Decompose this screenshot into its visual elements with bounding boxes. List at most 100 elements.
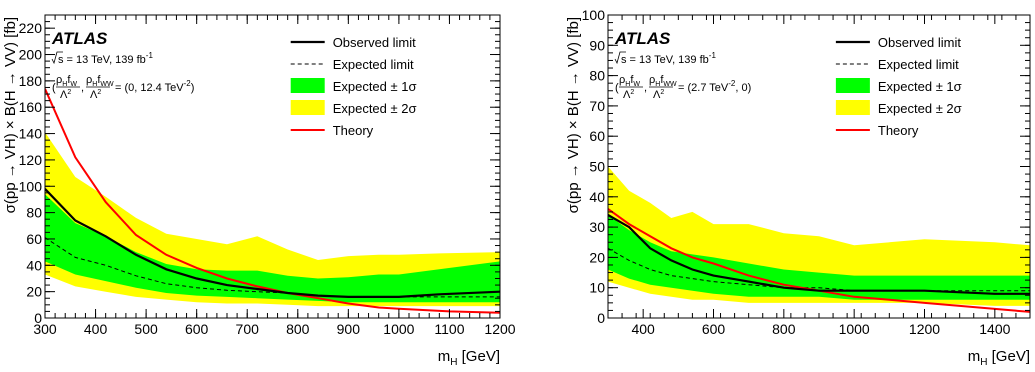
x-tick-label: 600	[185, 321, 209, 337]
fraction-denominator: Λ2	[623, 89, 634, 101]
x-axis-label-main: m	[968, 348, 981, 365]
paren-open: (	[52, 82, 56, 94]
y-tick-label: 20	[26, 284, 42, 300]
y-tick-label: 60	[26, 231, 42, 247]
coupling-close: )	[191, 82, 195, 94]
lambda-sup: 2	[630, 89, 634, 96]
legend-label-theory: Theory	[878, 123, 919, 138]
rho-sub: H	[92, 81, 97, 88]
plot-area	[45, 88, 500, 314]
y-tick-label: 0	[34, 310, 42, 326]
f-coef: f	[67, 74, 71, 86]
paren-open: (	[615, 82, 619, 94]
x-tick-label: 1000	[839, 321, 870, 337]
coupling-close: , 0)	[735, 82, 751, 94]
legend-label-expected: Expected limit	[333, 57, 414, 72]
energy-main: s = 13 TeV, 139 fb	[58, 54, 146, 66]
fraction-denominator: Λ2	[60, 89, 71, 101]
rho: ρ	[649, 74, 655, 86]
y-tick-label: 70	[589, 98, 605, 114]
y-tick-label: 50	[589, 159, 605, 175]
x-axis-label-sub: H	[980, 357, 987, 367]
x-tick-label: 300	[33, 321, 57, 337]
fraction-numerator: ρHfW	[619, 74, 640, 88]
y-tick-label: 180	[19, 73, 43, 89]
y-tick-label: 80	[589, 68, 605, 84]
panel-left: 300 400 500 600 700 800 900 1000 1100 1200 0 20 40 60…	[2, 14, 516, 368]
f-sub: WW	[663, 81, 677, 88]
y-tick-label: 40	[26, 257, 42, 273]
lambda: Λ	[90, 89, 98, 101]
x-axis-label: mH [GeV]	[968, 348, 1030, 367]
x-tick-label: 500	[134, 321, 158, 337]
coupling-value: = (2.7 TeV-2, 0)	[678, 79, 751, 94]
expected-1sigma-band	[45, 194, 500, 303]
legend-label-expected: Expected limit	[878, 57, 959, 72]
f-coef: f	[630, 74, 634, 86]
legend-label-theory: Theory	[333, 123, 374, 138]
y-tick-label: 40	[589, 189, 605, 205]
energy-text: s = 13 TeV, 139 fb-1	[621, 51, 716, 66]
legend-2sigma-swatch	[290, 100, 325, 115]
x-axis-label-main: m	[438, 348, 451, 365]
rho-sub: H	[62, 81, 67, 88]
rho: ρ	[86, 74, 92, 86]
coupling-sup: -2	[728, 79, 736, 88]
y-tick-label: 10	[589, 280, 605, 296]
legend-1sigma-swatch	[290, 78, 325, 93]
theory-line	[45, 88, 500, 314]
legend-1sigma-swatch	[835, 78, 870, 93]
y-tick-label: 140	[19, 126, 43, 142]
x-tick-label: 1200	[484, 321, 515, 337]
fraction-numerator: ρHfW	[56, 74, 77, 88]
x-axis-label: mH [GeV]	[438, 348, 500, 367]
y-tick-label: 80	[26, 205, 42, 221]
x-axis-label-unit: [GeV]	[987, 348, 1030, 365]
rho-sub: H	[625, 81, 630, 88]
legend-label-observed: Observed limit	[333, 35, 416, 50]
atlas-label: ATLAS	[51, 29, 108, 48]
y-tick-label: 0	[597, 310, 605, 326]
x-tick-label: 800	[286, 321, 310, 337]
x-tick-label: 1400	[979, 321, 1010, 337]
energy-sup: -1	[709, 51, 717, 60]
coupling-main: = (2.7 TeV	[678, 82, 729, 94]
rho: ρ	[619, 74, 625, 86]
lambda: Λ	[653, 89, 661, 101]
lambda-sup: 2	[660, 89, 664, 96]
f-coef: f	[660, 74, 664, 86]
y-tick-label: 100	[19, 178, 43, 194]
lambda: Λ	[60, 89, 68, 101]
f-sub: WW	[100, 81, 114, 88]
y-tick-label: 220	[19, 20, 43, 36]
energy-sup: -1	[146, 51, 154, 60]
lambda-sup: 2	[97, 89, 101, 96]
fraction-numerator: ρHfWW	[649, 74, 677, 88]
theory-line	[608, 208, 1030, 313]
y-tick-label: 30	[589, 219, 605, 235]
coupling-sup: -2	[184, 79, 192, 88]
sqrt-sign-icon	[51, 51, 63, 65]
comma: ,	[644, 82, 647, 94]
f-sub: W	[633, 81, 640, 88]
legend-label-band1: Expected ± 1σ	[878, 79, 962, 94]
comma: ,	[81, 82, 84, 94]
x-tick-label: 1000	[383, 321, 414, 337]
f-sub: W	[70, 81, 77, 88]
lambda: Λ	[623, 89, 631, 101]
plot-area	[608, 166, 1030, 313]
y-tick-label: 120	[19, 152, 43, 168]
legend-2sigma-swatch	[835, 100, 870, 115]
observed-limit-line	[45, 188, 500, 298]
y-tick-label: 60	[589, 128, 605, 144]
y-tick-label: 100	[582, 7, 606, 23]
energy-text: s = 13 TeV, 139 fb-1	[58, 51, 153, 66]
x-tick-label: 600	[702, 321, 726, 337]
rho: ρ	[56, 74, 62, 86]
energy-main: s = 13 TeV, 139 fb	[621, 54, 709, 66]
y-tick-label: 160	[19, 99, 43, 115]
x-tick-label: 800	[772, 321, 796, 337]
